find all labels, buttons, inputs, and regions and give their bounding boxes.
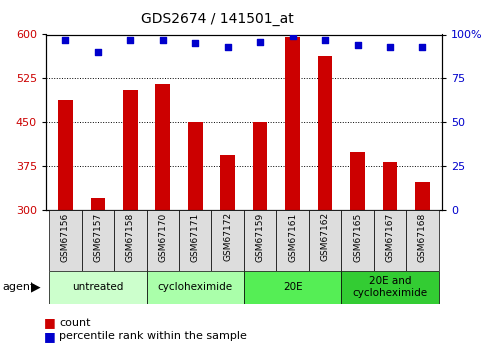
Bar	[253, 122, 268, 210]
Text: GSM67157: GSM67157	[93, 212, 102, 262]
Point	[386, 44, 394, 50]
Point	[224, 44, 231, 50]
Bar	[341, 210, 374, 271]
Text: GSM67158: GSM67158	[126, 212, 135, 262]
Bar	[276, 210, 309, 271]
Bar	[383, 162, 398, 210]
Text: GSM67167: GSM67167	[385, 212, 395, 262]
Text: GDS2674 / 141501_at: GDS2674 / 141501_at	[141, 12, 294, 26]
Text: GSM67170: GSM67170	[158, 212, 167, 262]
Bar	[82, 210, 114, 271]
Text: 20E: 20E	[283, 282, 302, 292]
Point	[61, 37, 69, 42]
Point	[419, 44, 426, 50]
Point	[94, 49, 102, 55]
Bar	[212, 210, 244, 271]
Text: GSM67171: GSM67171	[191, 212, 199, 262]
Bar	[58, 100, 72, 210]
Bar	[244, 271, 341, 304]
Bar	[90, 198, 105, 210]
Bar	[341, 271, 439, 304]
Bar	[220, 155, 235, 210]
Bar	[309, 210, 341, 271]
Text: untreated: untreated	[72, 282, 124, 292]
Point	[159, 37, 167, 42]
Bar	[415, 182, 430, 210]
Point	[256, 39, 264, 44]
Text: GSM67168: GSM67168	[418, 212, 427, 262]
Bar	[285, 37, 300, 210]
Point	[321, 37, 329, 42]
Bar	[244, 210, 276, 271]
Bar	[188, 122, 202, 210]
Bar	[146, 271, 244, 304]
Bar	[146, 210, 179, 271]
Text: 20E and
cycloheximide: 20E and cycloheximide	[353, 276, 427, 298]
Text: cycloheximide: cycloheximide	[157, 282, 233, 292]
Point	[354, 42, 361, 48]
Text: GSM67165: GSM67165	[353, 212, 362, 262]
Bar	[318, 56, 332, 210]
Bar	[49, 271, 146, 304]
Bar	[156, 84, 170, 210]
Text: agent: agent	[2, 282, 35, 292]
Text: ■: ■	[43, 330, 55, 343]
Text: ▶: ▶	[31, 281, 41, 294]
Text: count: count	[59, 318, 90, 327]
Point	[127, 37, 134, 42]
Text: GSM67172: GSM67172	[223, 212, 232, 262]
Text: GSM67161: GSM67161	[288, 212, 297, 262]
Text: ■: ■	[43, 316, 55, 329]
Bar	[114, 210, 146, 271]
Bar	[123, 90, 138, 210]
Text: percentile rank within the sample: percentile rank within the sample	[59, 332, 247, 341]
Text: GSM67162: GSM67162	[321, 212, 329, 262]
Bar	[374, 210, 406, 271]
Text: GSM67159: GSM67159	[256, 212, 265, 262]
Bar	[49, 210, 82, 271]
Point	[289, 33, 297, 39]
Bar	[350, 152, 365, 210]
Bar	[179, 210, 212, 271]
Bar	[406, 210, 439, 271]
Point	[191, 41, 199, 46]
Text: GSM67156: GSM67156	[61, 212, 70, 262]
